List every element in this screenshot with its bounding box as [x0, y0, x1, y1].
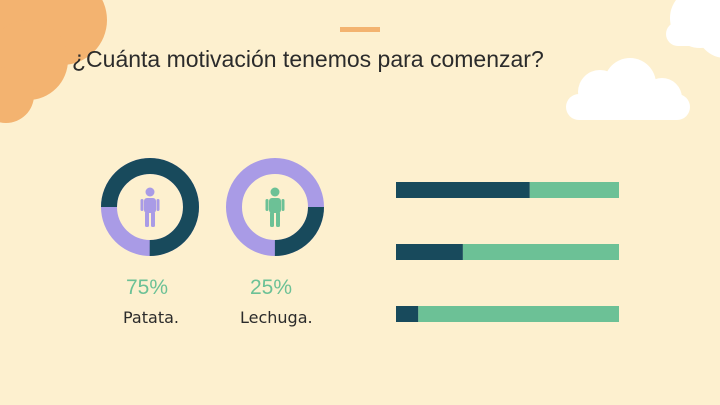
white-cloud-icon	[666, 0, 720, 58]
person-icon-green	[265, 187, 285, 227]
donut-category-label: Patata.	[123, 308, 179, 327]
bar-segment-dark	[396, 182, 530, 198]
bar-segment-dark	[396, 306, 419, 322]
bar-segment-green	[462, 244, 619, 260]
bar-segment-green	[418, 306, 619, 322]
white-cloud-icon	[566, 58, 690, 120]
donut-category-label: Lechuga.	[240, 308, 313, 327]
page-title: ¿Cuánta motivación tenemos para comenzar…	[72, 46, 544, 72]
donut-percent-label: 75%	[126, 276, 169, 299]
title-accent-dash	[340, 27, 380, 32]
donut-value-arc	[226, 158, 324, 256]
person-icon-purple	[140, 187, 160, 227]
orange-cloud-icon	[0, 0, 107, 123]
bar-segment-dark	[396, 244, 463, 260]
donut-percent-label: 25%	[250, 276, 293, 299]
bar-segment-green	[529, 182, 619, 198]
donut-value-arc	[101, 158, 199, 256]
